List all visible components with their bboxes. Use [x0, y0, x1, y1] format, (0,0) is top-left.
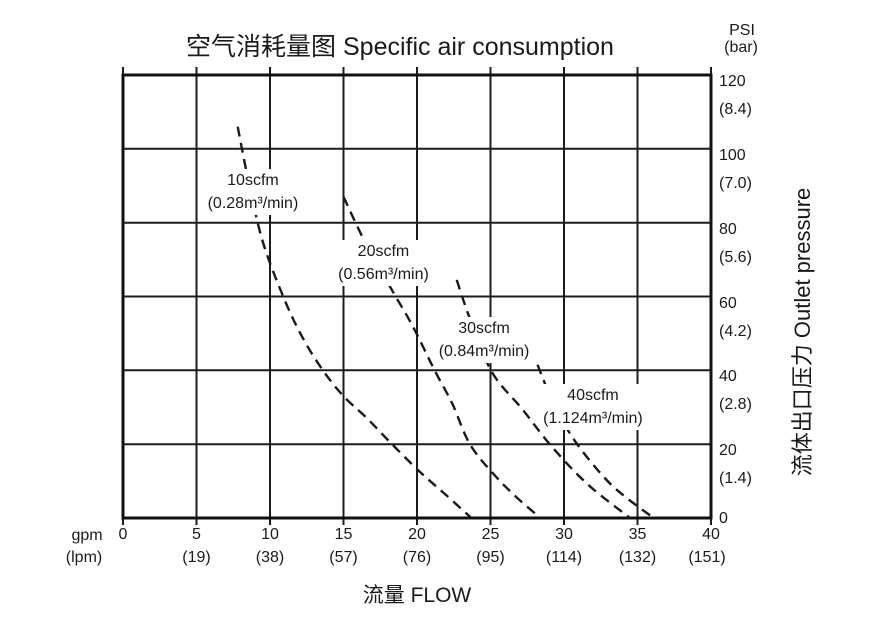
y-axis-psi-unit-label: PSI [729, 22, 755, 39]
x-axis-lpm-unit-label: (lpm) [65, 549, 103, 566]
curve-30scfm [455, 279, 631, 519]
y-axis-bar-unit-label: (bar) [724, 39, 758, 56]
chart-title: 空气消耗量图 Specific air consumption [186, 33, 614, 61]
x-axis-gpm-unit-label: gpm [71, 527, 103, 544]
curve-10scfm [236, 126, 473, 519]
curve-40scfm [536, 364, 655, 519]
grid-lines [122, 67, 712, 525]
curve-20scfm [342, 196, 542, 519]
x-axis-title: 流量 FLOW [362, 584, 472, 607]
plot-border [121, 73, 713, 520]
